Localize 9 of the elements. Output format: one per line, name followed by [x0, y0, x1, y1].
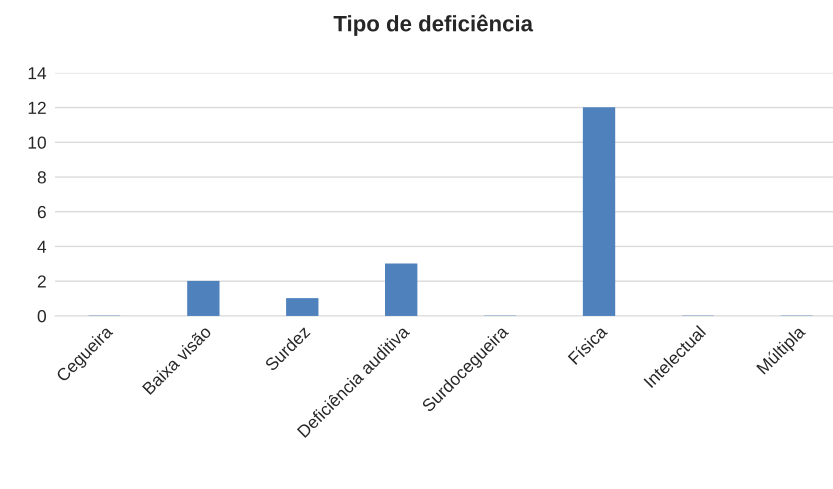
y-tick-label: 12 — [28, 102, 46, 114]
y-tick-label: 14 — [28, 67, 46, 80]
y-tick-label: 2 — [38, 275, 46, 288]
y-tick-label: 6 — [38, 206, 46, 218]
chart-title: Tipo de deficiência — [334, 14, 534, 36]
y-tick-label: 10 — [28, 136, 46, 149]
y-tick-label: 8 — [38, 171, 46, 184]
y-tick-label: 4 — [37, 240, 46, 253]
y-tick-label: 0 — [38, 310, 46, 322]
